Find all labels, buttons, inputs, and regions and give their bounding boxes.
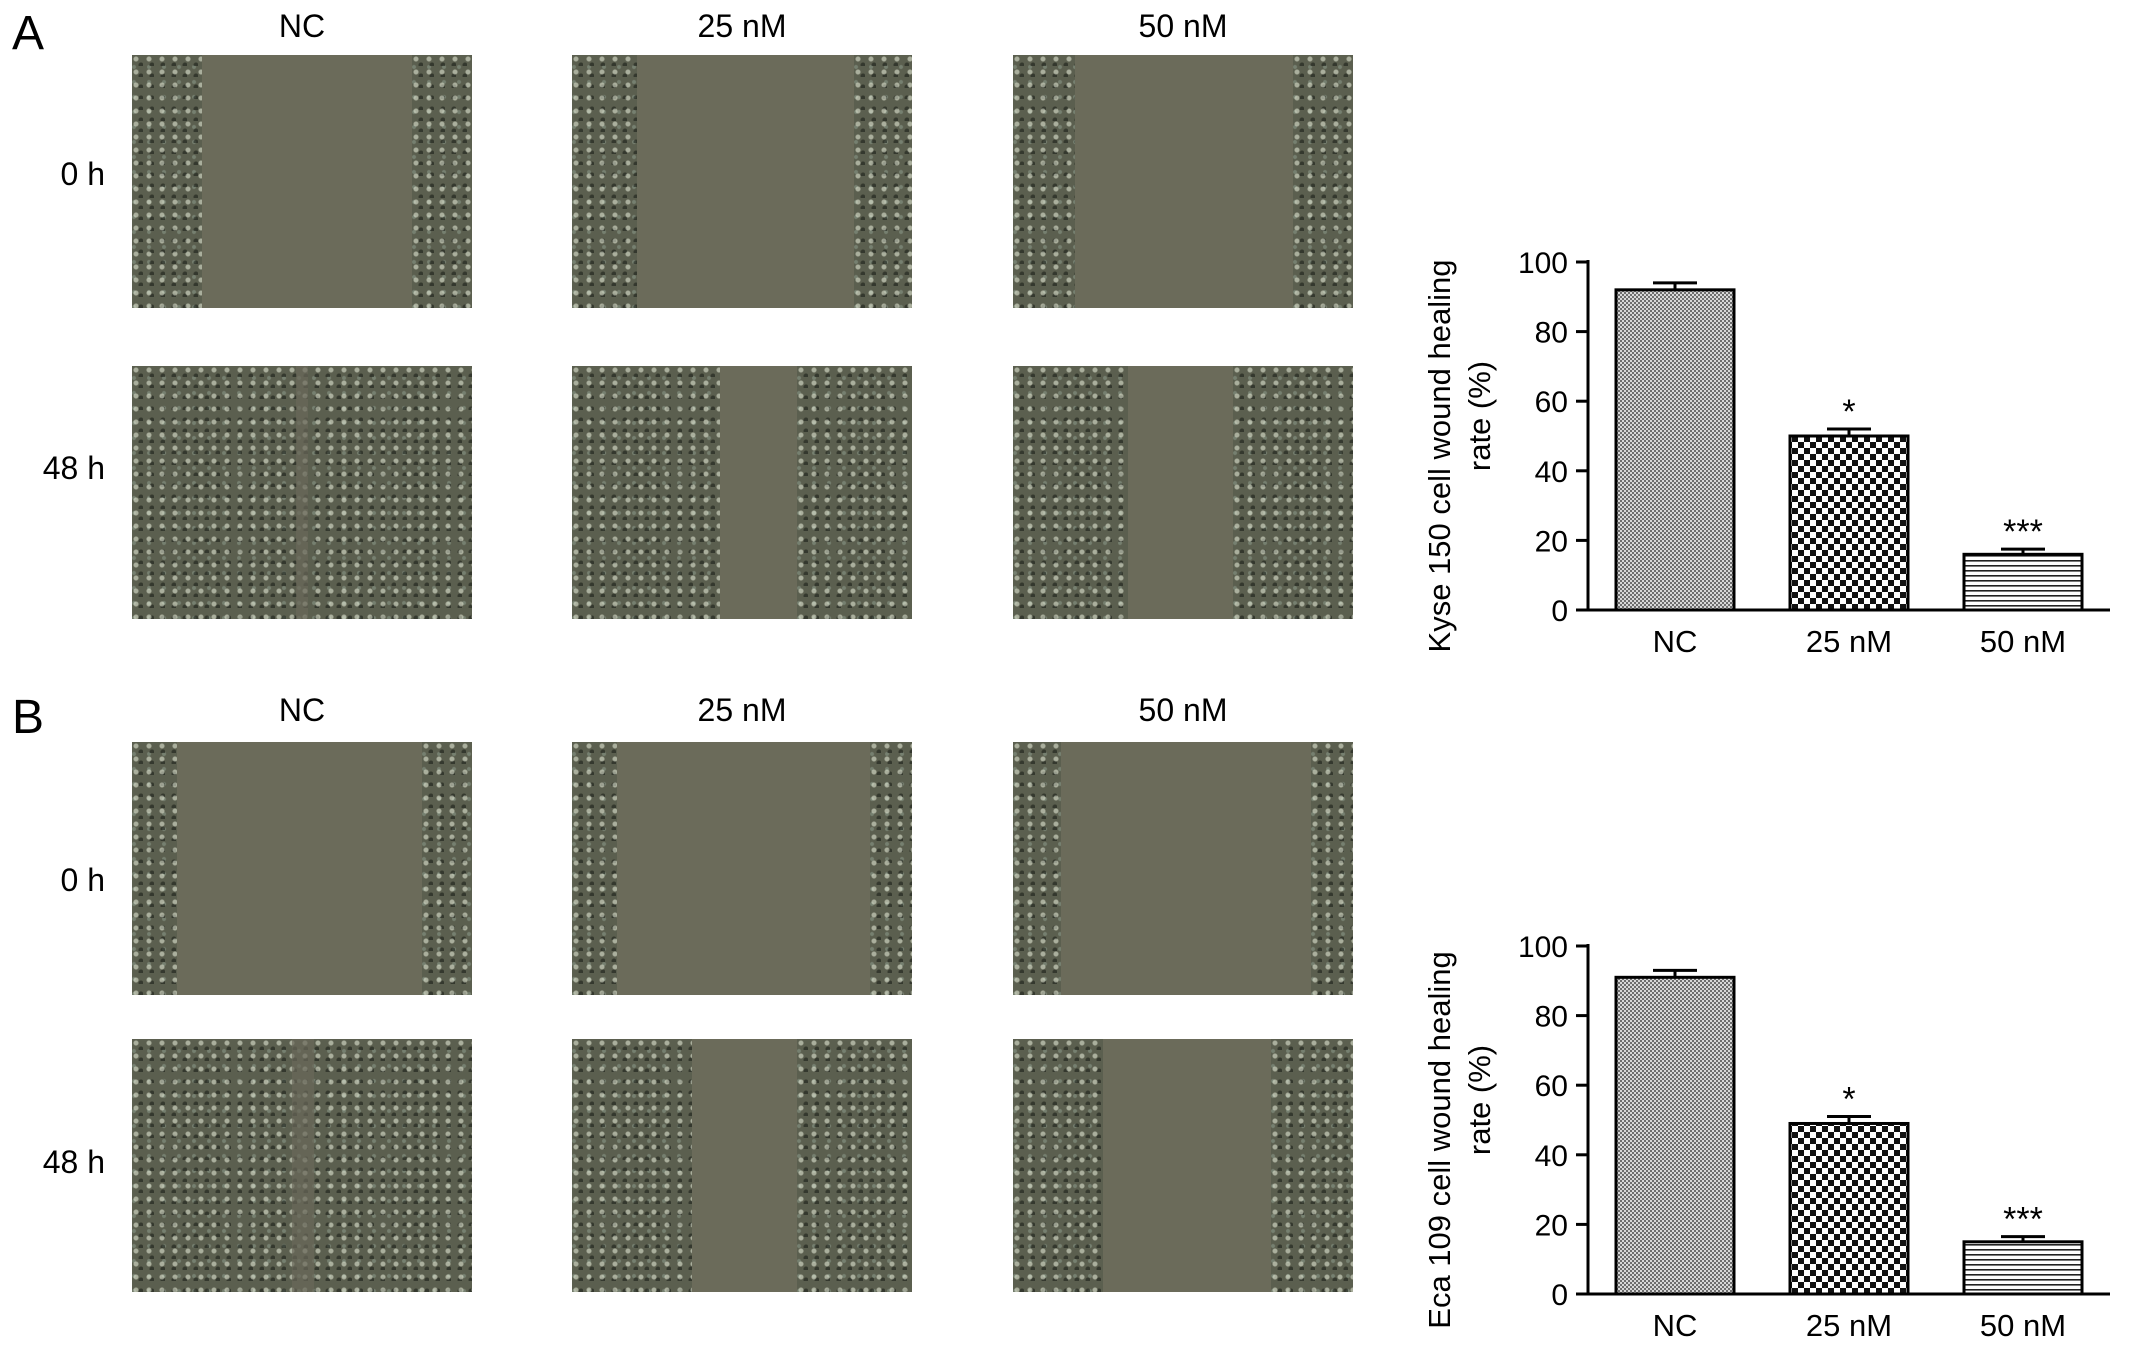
bar-chart-eca109: 0 20 40 60 80 100 Eca 109 cell wound healing ra… (1390, 874, 2150, 1359)
micrograph-50nm-48h (1013, 366, 1353, 619)
bar (1614, 288, 1736, 612)
y-tick-label: 40 (1535, 1140, 1568, 1173)
micrograph-50nm-48h (1013, 1039, 1353, 1292)
column-label-50nm: 50 nM (1138, 8, 1228, 44)
y-tick-label: 20 (1535, 525, 1568, 558)
column-label-50nm: 50 nM (1138, 692, 1228, 728)
row-label-48h: 48 h (42, 450, 105, 486)
y-axis-label: Kyse 150 cell wound healing (1422, 260, 1457, 653)
row-label-0h: 0 h (60, 862, 105, 898)
significance-label: * (1842, 393, 1855, 431)
bar-chart-kyse150: 0 20 40 60 80 100 Kyse 150 cell wound healing r… (1390, 190, 2150, 675)
y-tick-label: 0 (1551, 1279, 1568, 1312)
y-tick-label: 80 (1535, 1001, 1568, 1034)
y-tick-label: 80 (1535, 317, 1568, 350)
bar (1962, 1240, 2084, 1296)
y-tick-label: 40 (1535, 456, 1568, 489)
panel-a: A NC 25 nM 50 nM 0 h 48 h 0 20 40 60 80 100 Ky… (0, 0, 2150, 668)
significance-label: * (1842, 1081, 1855, 1119)
y-tick-label: 20 (1535, 1209, 1568, 1242)
micrograph-nc-0h (132, 55, 472, 308)
bar (1614, 975, 1736, 1296)
micrograph-nc-48h (132, 366, 472, 619)
x-tick-label: 25 nM (1806, 624, 1892, 659)
panel-letter: A (12, 7, 45, 60)
chart-svg: 0 20 40 60 80 100 Eca 109 cell wound healing ra… (1422, 931, 2110, 1343)
column-label-25nm: 25 nM (697, 692, 787, 728)
panel-letter: B (12, 691, 45, 744)
bar (1962, 552, 2084, 612)
micrograph-25nm-0h (572, 742, 912, 995)
panel-b: B NC 25 nM 50 nM 0 h 48 h 0 20 40 60 80 100 Ec… (0, 684, 2150, 1352)
micrograph-25nm-48h (572, 366, 912, 619)
chart-svg: 0 20 40 60 80 100 Kyse 150 cell wound healing r… (1422, 247, 2110, 659)
row-label-0h: 0 h (60, 156, 105, 192)
x-tick-label: 50 nM (1980, 1308, 2066, 1343)
column-label-nc: NC (278, 8, 326, 44)
x-tick-label: NC (1653, 624, 1698, 659)
y-axis-label-line2: rate (%) (1462, 361, 1497, 471)
bar (1788, 434, 1910, 612)
y-axis-label: Eca 109 cell wound healing (1422, 951, 1457, 1328)
column-label-nc: NC (278, 692, 326, 728)
micrograph-25nm-48h (572, 1039, 912, 1292)
micrograph-nc-0h (132, 742, 472, 995)
y-tick-label: 60 (1535, 1070, 1568, 1103)
x-tick-label: 50 nM (1980, 624, 2066, 659)
micrograph-25nm-0h (572, 55, 912, 308)
x-tick-label: NC (1653, 1308, 1698, 1343)
y-tick-label: 100 (1518, 247, 1568, 280)
bar (1788, 1121, 1910, 1296)
y-tick-label: 100 (1518, 931, 1568, 964)
significance-label: *** (2003, 513, 2043, 551)
micrograph-50nm-0h (1013, 742, 1353, 995)
y-tick-label: 60 (1535, 386, 1568, 419)
x-tick-label: 25 nM (1806, 1308, 1892, 1343)
y-axis-label-line2: rate (%) (1462, 1045, 1497, 1155)
y-tick-label: 0 (1551, 595, 1568, 628)
micrograph-50nm-0h (1013, 55, 1353, 308)
micrograph-nc-48h (132, 1039, 472, 1292)
significance-label: *** (2003, 1201, 2043, 1239)
column-label-25nm: 25 nM (697, 8, 787, 44)
row-label-48h: 48 h (42, 1144, 105, 1180)
